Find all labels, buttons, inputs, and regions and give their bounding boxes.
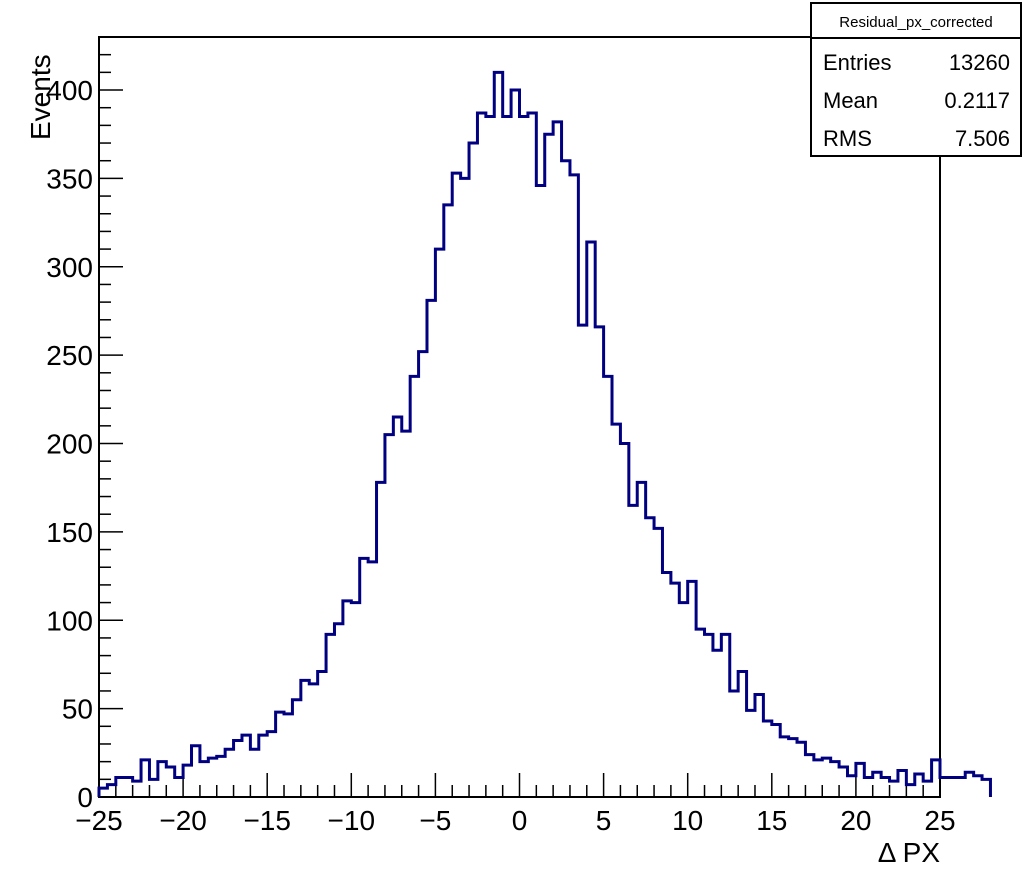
stats-mean-value: 0.2117 (944, 88, 1010, 113)
x-axis: −25 −20 −15 −10 −5 0 5 10 15 20 25 (75, 773, 956, 836)
y-axis-title: Events (25, 54, 56, 140)
y-tick-label: 150 (46, 517, 93, 548)
y-tick-label: 100 (46, 605, 93, 636)
x-tick-label: 25 (924, 805, 955, 836)
x-tick-label: −10 (328, 805, 376, 836)
stats-entries-value: 13260 (949, 50, 1010, 75)
x-tick-label: −20 (159, 805, 207, 836)
stats-box-title: Residual_px_corrected (839, 14, 992, 31)
x-tick-label: 20 (840, 805, 871, 836)
y-axis: 0 50 100 150 200 250 300 350 400 (46, 36, 123, 813)
y-tick-label: 350 (46, 163, 93, 194)
x-tick-label: 0 (512, 805, 528, 836)
x-tick-label: −5 (419, 805, 451, 836)
stats-rms-value: 7.506 (955, 126, 1010, 151)
stats-entries-label: Entries (823, 50, 891, 75)
y-tick-label: 300 (46, 252, 93, 283)
x-tick-label: −15 (243, 805, 291, 836)
y-tick-label: 250 (46, 340, 93, 371)
x-tick-label: 5 (596, 805, 612, 836)
y-tick-label: 0 (77, 782, 93, 813)
stats-box: Residual_px_corrected Entries 13260 Mean… (810, 2, 1022, 157)
stats-mean-label: Mean (823, 88, 878, 113)
y-tick-label: 200 (46, 429, 93, 460)
histogram-series-line (97, 70, 992, 797)
x-axis-title: Δ PX (878, 837, 941, 868)
stats-rms-label: RMS (823, 126, 872, 151)
y-tick-label: 50 (62, 694, 93, 725)
x-tick-label: −25 (75, 805, 123, 836)
x-tick-label: 15 (756, 805, 787, 836)
x-tick-label: 10 (672, 805, 703, 836)
y-tick-label: 400 (46, 75, 93, 106)
